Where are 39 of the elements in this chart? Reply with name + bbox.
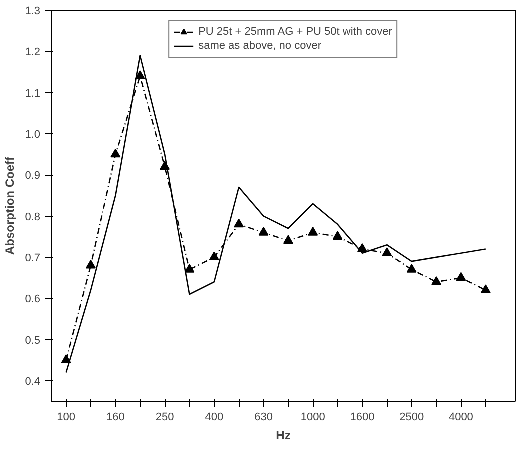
x-tick-label: 400 — [205, 412, 224, 424]
point — [184, 264, 195, 273]
point — [456, 272, 466, 282]
point — [332, 231, 343, 240]
y-tick-label: 1.0 — [25, 128, 41, 141]
x-tick-label: 100 — [57, 412, 76, 424]
x-tick-label: 630 — [254, 412, 273, 424]
y-tick-label: 0.7 — [25, 252, 41, 264]
point — [234, 218, 244, 228]
legend-label: PU 25t + 25mm AG + PU 50t with cover — [198, 25, 392, 39]
point — [432, 276, 442, 286]
y-tick-label: 0.6 — [25, 294, 41, 306]
point — [258, 227, 269, 236]
x-tick-label: 160 — [106, 412, 125, 424]
y-tick-label: 1.1 — [25, 88, 41, 100]
x-tick-label: 1000 — [300, 412, 326, 424]
x-tick-label: 2500 — [400, 412, 424, 424]
point — [86, 260, 96, 269]
legend-label: same as above, no cover — [198, 39, 322, 53]
point — [308, 227, 318, 236]
y-axis-title: Absorption Coeff — [3, 156, 18, 255]
y-tick-label: 1.3 — [25, 6, 41, 18]
x-axis-title: Hz — [276, 428, 291, 442]
y-tick-label: 0.8 — [25, 211, 41, 224]
x-tick-label: 4000 — [448, 412, 474, 424]
point — [406, 264, 417, 273]
point — [480, 284, 491, 294]
point — [110, 148, 121, 158]
y-tick-label: 1.2 — [25, 46, 41, 59]
point — [382, 248, 392, 256]
y-tick-label: 0.4 — [25, 376, 41, 388]
y-tick-label: 0.9 — [25, 170, 41, 182]
point — [61, 354, 72, 364]
y-tick-label: 0.5 — [25, 334, 41, 347]
point — [283, 235, 294, 244]
point — [209, 252, 220, 261]
x-tick-label: 1600 — [350, 412, 375, 424]
point — [135, 70, 146, 80]
x-tick-label: 250 — [156, 412, 174, 424]
